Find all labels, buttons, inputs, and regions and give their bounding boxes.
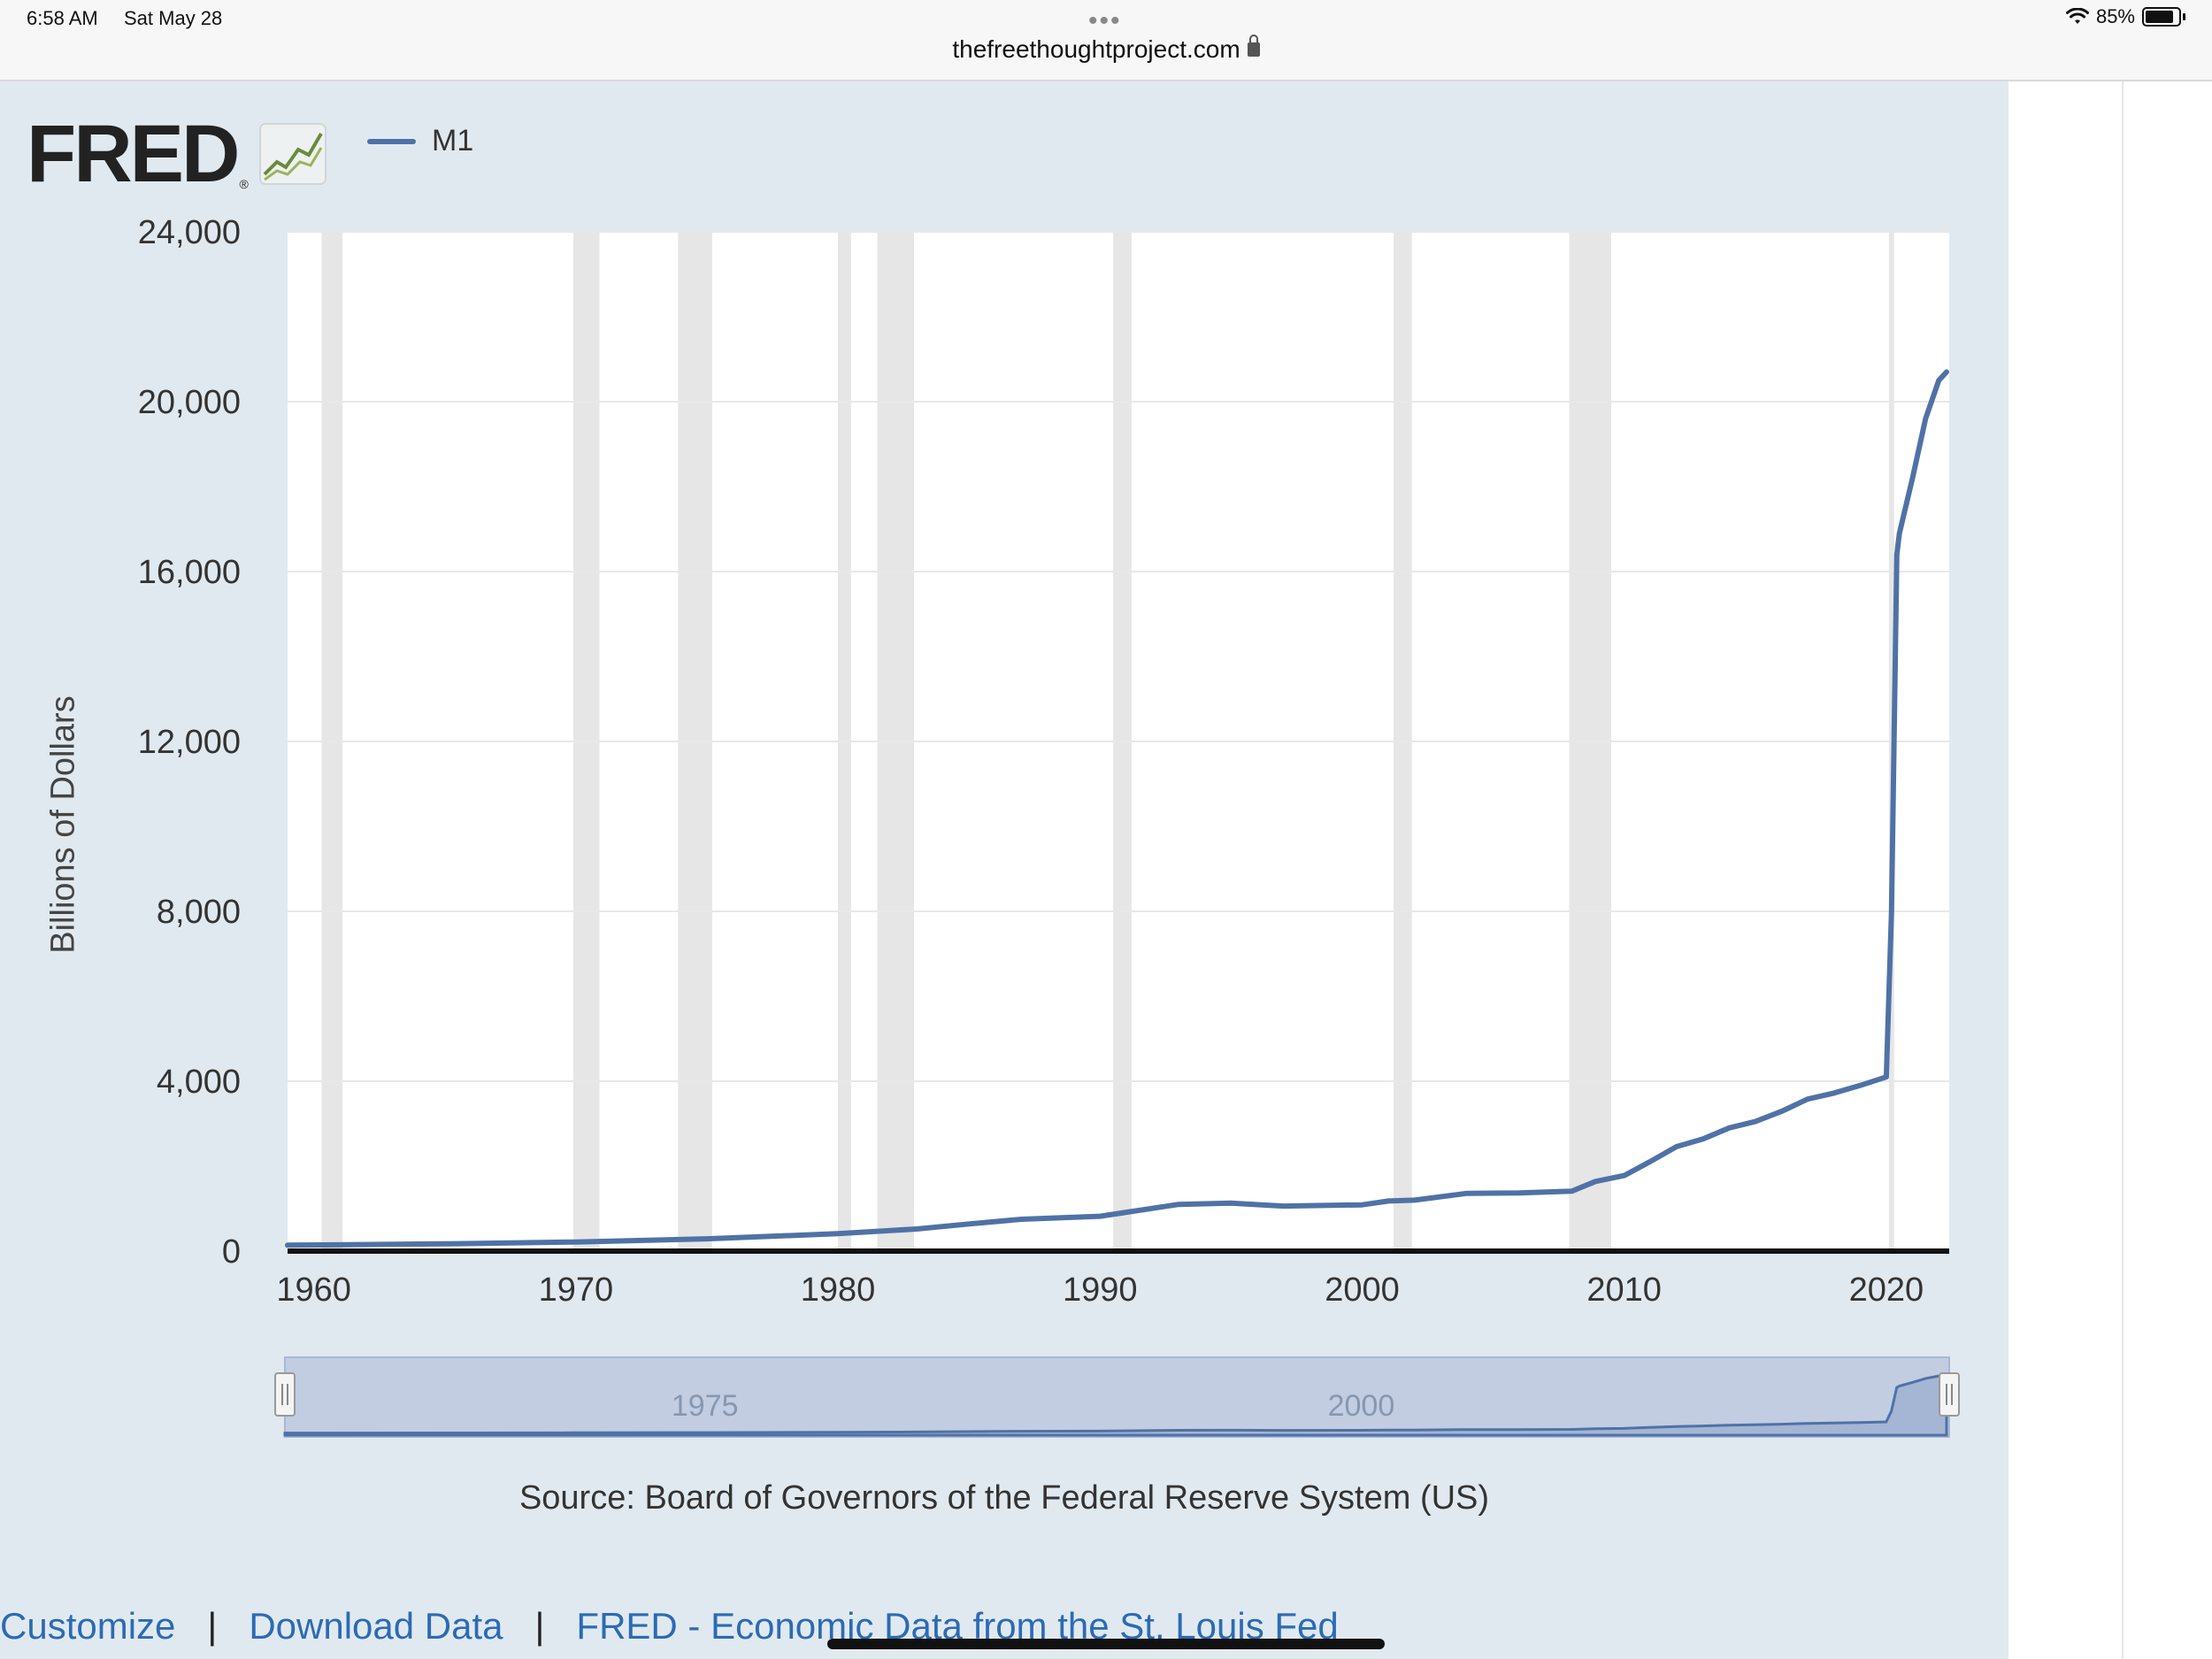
m1-line-chart[interactable]: 0 4,000 8,000 12,000 16,000 20,000 24,000 1960… (0, 81, 2008, 1453)
fred-chart-icon (258, 123, 326, 185)
customize-link[interactable]: Customize (0, 1605, 176, 1647)
status-indicators: 85% (2065, 5, 2185, 28)
data-source: Source: Board of Governors of the Federa… (518, 1479, 1490, 1517)
more-options-icon[interactable]: ••• (1088, 6, 1122, 35)
battery-percent: 85% (2095, 5, 2135, 27)
url-text: thefreethoughtproject.com (952, 35, 1240, 63)
navigator-label: 2000 (1328, 1389, 1395, 1423)
y-tick-label: 16,000 (138, 554, 241, 591)
registered-mark: ® (239, 177, 249, 191)
x-tick-label: 1970 (539, 1271, 614, 1309)
x-tick-label: 1990 (1063, 1271, 1138, 1309)
navigator-label: 1975 (672, 1389, 739, 1423)
y-tick-label: 20,000 (138, 384, 241, 421)
x-tick-label: 1960 (276, 1271, 351, 1309)
lock-icon (1247, 34, 1260, 57)
x-tick-label: 2010 (1586, 1271, 1662, 1309)
series-line-m1 (285, 369, 1949, 1248)
series-lines (285, 369, 1949, 1248)
y-tick-label: 4,000 (157, 1064, 241, 1101)
wifi-icon (2065, 8, 2089, 24)
download-data-link[interactable]: Download Data (249, 1605, 503, 1647)
y-tick-label: 12,000 (138, 724, 241, 761)
fred-logo-text: FRED (27, 109, 240, 199)
status-time: 6:58 AM (27, 7, 98, 29)
page-divider (2122, 81, 2124, 1659)
legend-swatch (367, 138, 416, 144)
legend-label: M1 (432, 124, 474, 157)
navigator-left-handle[interactable] (274, 1372, 296, 1417)
chart-legend[interactable]: M1 (367, 124, 473, 158)
x-tick-label: 1980 (801, 1271, 876, 1309)
x-tick-label: 2000 (1325, 1271, 1400, 1309)
fred-logo[interactable]: FRED ® (27, 113, 326, 195)
navigator-right-handle[interactable] (1939, 1372, 1960, 1417)
y-tick-label: 0 (222, 1233, 241, 1271)
navigator-series (283, 1373, 1948, 1437)
range-navigator[interactable]: 1975 2000 (274, 1356, 1960, 1438)
fred-graph-panel: FRED ® M1 Billions of Dollars 0 4,000 8,00… (0, 81, 2008, 1659)
x-axis-ticks: 1960 1970 1980 1990 2000 2010 2020 (276, 1271, 1924, 1309)
y-tick-label: 24,000 (138, 214, 241, 251)
status-date: Sat May 28 (124, 7, 223, 29)
status-bar: 6:58 AM Sat May 28 ••• thefreethoughtpro… (0, 0, 2212, 81)
x-tick-label: 2020 (1849, 1271, 1924, 1309)
y-tick-label: 8,000 (157, 894, 241, 931)
gridlines (288, 231, 1949, 1254)
battery-icon (2142, 7, 2181, 27)
url-bar[interactable]: thefreethoughtproject.com (0, 34, 2212, 64)
home-indicator[interactable] (827, 1639, 1385, 1649)
y-axis-ticks: 0 4,000 8,000 12,000 16,000 20,000 24,000 (138, 214, 241, 1271)
